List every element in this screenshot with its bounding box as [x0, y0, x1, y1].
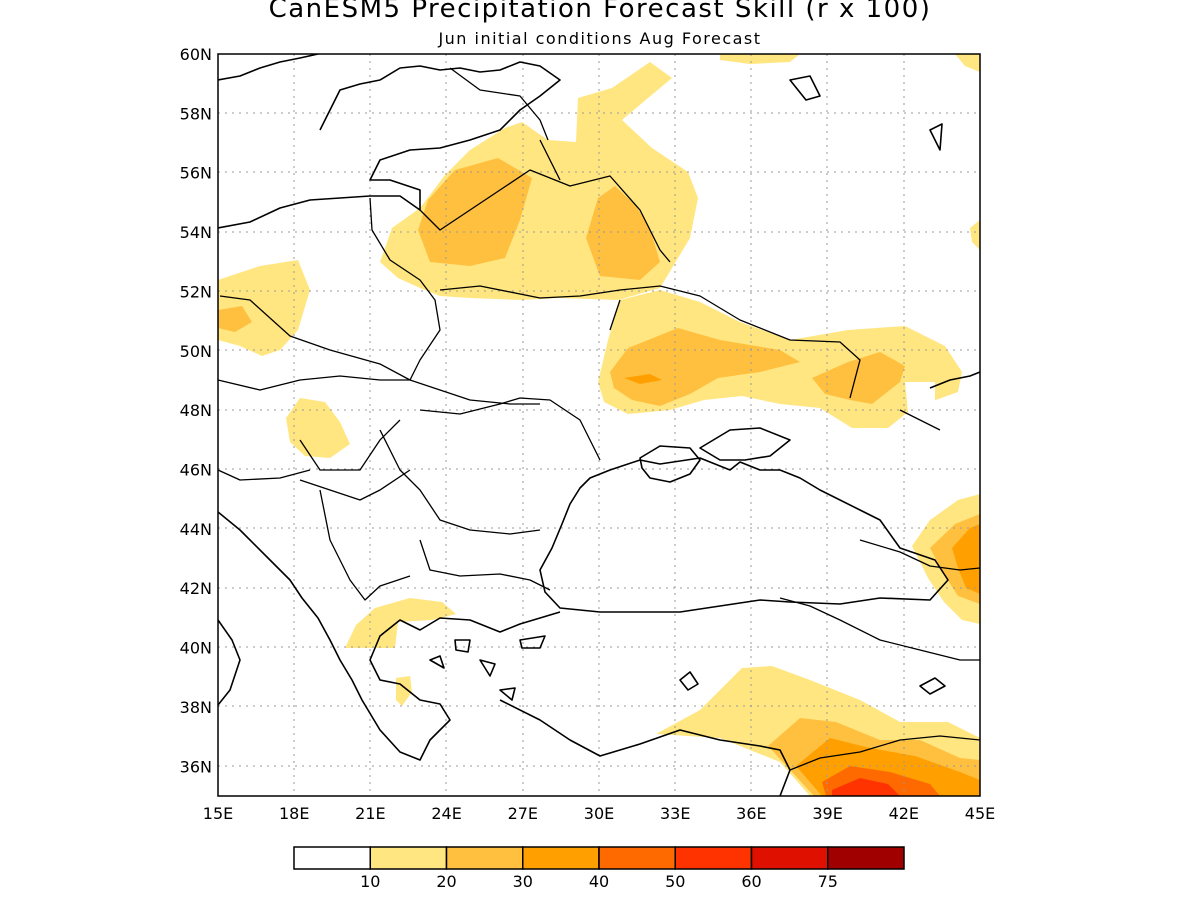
lon-tick-label: 33E [660, 804, 690, 823]
lon-tick-label: 27E [508, 804, 538, 823]
lat-tick-label: 48N [180, 401, 212, 420]
shade-hungary-20 [286, 398, 350, 458]
lat-tick-label: 42N [180, 579, 212, 598]
lat-tick-label: 56N [180, 164, 212, 183]
skill-shading [218, 54, 980, 796]
lon-tick-label: 24E [431, 804, 461, 823]
aegean-coast [218, 511, 561, 761]
lon-tick-label: 30E [584, 804, 614, 823]
shade-caucasus-40 [952, 524, 980, 594]
island-3 [454, 639, 471, 653]
lon-tick-labels: 15E 18E 21E 24E 27E 30E 33E 36E 39E 42E 45E [203, 804, 995, 823]
shade-turkey-60 [832, 778, 900, 796]
shade-top-20 [720, 54, 800, 64]
colorbar-swatch [598, 846, 676, 870]
colorbar-swatch [445, 846, 524, 870]
lon-tick-label: 45E [965, 804, 995, 823]
shade-greece-20a [345, 598, 456, 648]
island-1 [679, 671, 699, 691]
shade-north-30a [418, 158, 532, 266]
lon-tick-label: 36E [736, 804, 766, 823]
shade-ukraine-40 [624, 374, 662, 384]
azov-coast [699, 427, 791, 461]
colorbar-swatch [674, 846, 753, 870]
baltic-coast [218, 61, 561, 229]
colorbar-swatch [522, 846, 600, 870]
lon-tick-label: 39E [812, 804, 842, 823]
lat-tick-labels: 60N 58N 56N 54N 52N 50N 48N 46N 44N 42N 40N 38N 36N [180, 45, 212, 776]
island-9 [929, 123, 943, 151]
lat-tick-label: 58N [180, 104, 212, 123]
island-7 [519, 635, 546, 649]
lat-tick-label: 50N [180, 342, 212, 361]
colorbar-label: 20 [436, 872, 456, 891]
colorbar-swatch [293, 846, 371, 870]
island-8 [789, 75, 821, 101]
colorbar-swatch [827, 846, 905, 870]
turkey-south-coast [499, 699, 791, 796]
lon-tick-label: 18E [279, 804, 309, 823]
colorbar-swatch [750, 846, 829, 870]
colorbar-label: 50 [665, 872, 685, 891]
lat-tick-label: 46N [180, 461, 212, 480]
colorbar-label: 40 [589, 872, 609, 891]
lat-tick-label: 40N [180, 639, 212, 658]
colorbar: 10 20 30 40 50 60 75 [293, 846, 905, 891]
colorbar-swatch [369, 846, 448, 870]
map-title: CanESM5 Precipitation Forecast Skill (r … [268, 0, 932, 24]
colorbar-label: 10 [360, 872, 380, 891]
colorbar-label: 60 [741, 872, 761, 891]
coastlines-borders [218, 54, 980, 796]
map-subtitle: Jun initial conditions Aug Forecast [438, 29, 762, 48]
lon-tick-label: 21E [355, 804, 385, 823]
colorbar-label: 75 [818, 872, 838, 891]
lat-tick-label: 60N [180, 45, 212, 64]
shade-ukraine-30a [610, 328, 800, 406]
shade-north-30b [586, 186, 660, 280]
shade-right-20 [970, 220, 980, 250]
shade-ukraine-gap [905, 382, 935, 412]
colorbar-label: 30 [513, 872, 533, 891]
crimea-coast [639, 445, 701, 483]
shade-west-20 [218, 260, 310, 356]
grid-lines [218, 54, 980, 796]
shade-west-30 [218, 306, 252, 332]
country-borders [218, 67, 980, 771]
caspian-coast [929, 371, 980, 389]
lat-tick-label: 44N [180, 520, 212, 539]
scandinavia-coast [218, 54, 319, 81]
black-sea-coast [539, 457, 949, 613]
lon-tick-label: 42E [889, 804, 919, 823]
lat-tick-label: 36N [180, 757, 212, 776]
lat-tick-label: 38N [180, 698, 212, 717]
italy-coast [218, 619, 241, 706]
shade-ukraine-30b [812, 352, 905, 404]
island-5 [499, 687, 516, 701]
shade-topright-20 [955, 54, 980, 72]
island-4 [479, 659, 496, 677]
island-2 [919, 677, 946, 695]
island-6 [429, 655, 445, 669]
lat-tick-label: 52N [180, 282, 212, 301]
lat-tick-label: 54N [180, 223, 212, 242]
map-frame [217, 53, 981, 797]
lon-tick-label: 15E [203, 804, 233, 823]
